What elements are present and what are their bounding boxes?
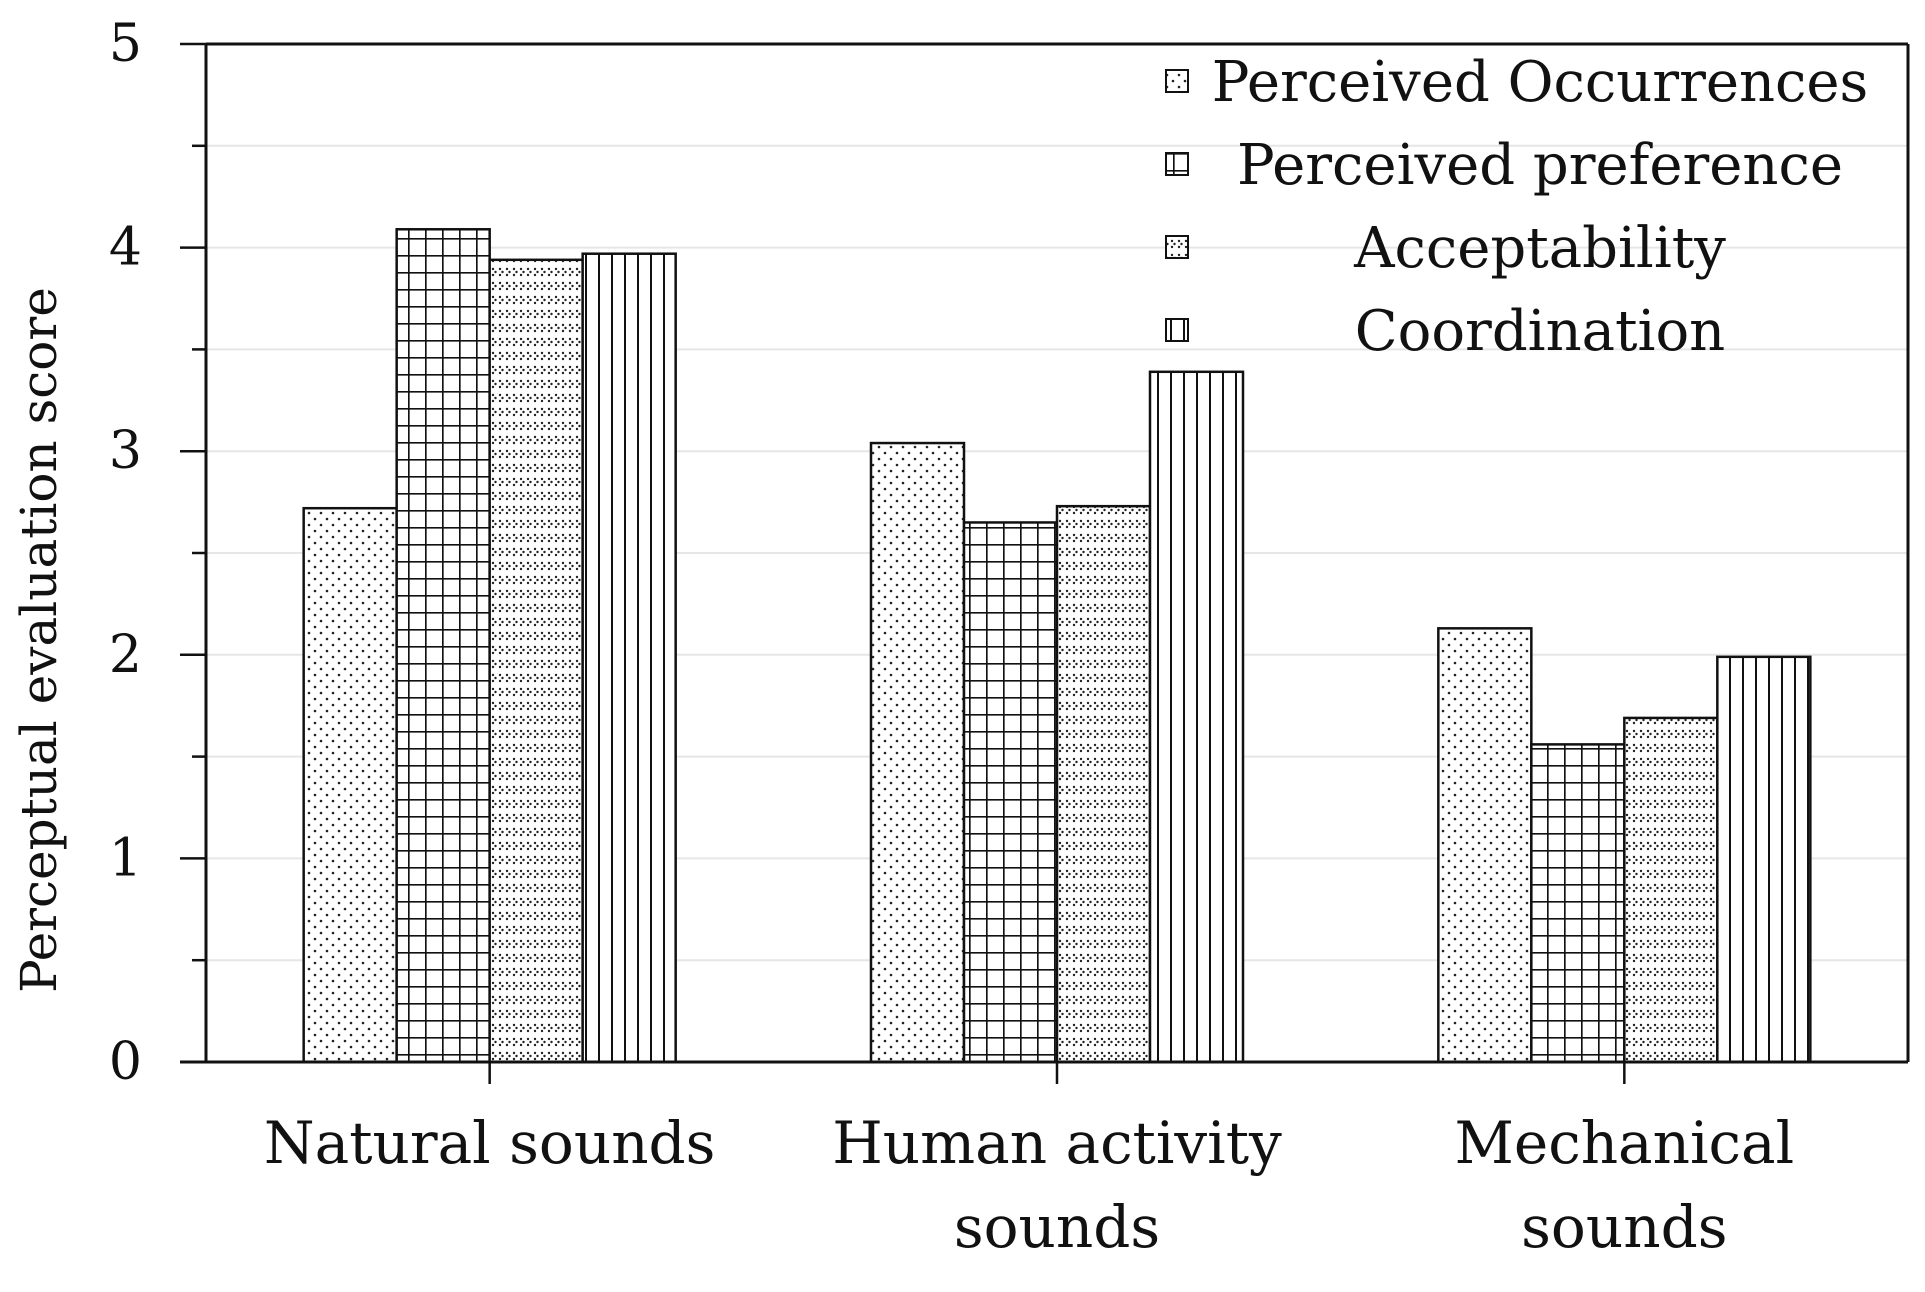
x-tick-label-line: Natural sounds xyxy=(264,1109,716,1177)
bar-chevron-dots-0 xyxy=(488,258,584,1064)
y-tick-label: 2 xyxy=(109,625,142,685)
bar-dots-2 xyxy=(1437,627,1533,1064)
x-tick-label-line: sounds xyxy=(1521,1193,1727,1261)
legend-label: Perceived preference xyxy=(1237,133,1843,198)
x-tick-label: Human activity sounds xyxy=(832,1109,1282,1261)
bar-grid-0 xyxy=(395,228,491,1064)
x-tick-label-line: Human activity xyxy=(832,1109,1282,1177)
legend-swatch-grid xyxy=(1165,152,1189,176)
bar-vertical-lines-2 xyxy=(1716,655,1812,1064)
y-axis-title: Perceptual evaluation score xyxy=(10,287,68,993)
bar-dots-0 xyxy=(302,506,398,1064)
y-tick-label: 1 xyxy=(109,828,142,888)
x-tick-label: Mechanical sounds xyxy=(1455,1109,1795,1261)
bar-chevron-dots-1 xyxy=(1055,504,1152,1064)
legend-label: Acceptability xyxy=(1353,216,1726,281)
legend-swatch-vertical-lines xyxy=(1165,318,1189,342)
x-tick-label-line: sounds xyxy=(954,1193,1160,1261)
bar-chevron-dots-2 xyxy=(1623,716,1719,1064)
x-tick-label-line: Mechanical xyxy=(1455,1109,1795,1177)
x-axis-ticks: Natural sounds Human activity soundsMechan… xyxy=(264,1062,1794,1261)
axes xyxy=(180,42,1910,1064)
bar-vertical-lines-1 xyxy=(1148,370,1245,1064)
y-tick-label: 3 xyxy=(109,421,142,481)
y-tick-label: 5 xyxy=(109,14,142,74)
bar-grid-1 xyxy=(962,521,1059,1064)
legend-swatch-chevron-dots xyxy=(1165,235,1189,259)
y-axis-ticks: 0 1 2 3 4 5 xyxy=(109,14,206,1092)
legend: Perceived Occurrences Perceived preferenc… xyxy=(1165,50,1869,364)
bar-vertical-lines-0 xyxy=(581,252,677,1064)
bar-dots-1 xyxy=(869,441,966,1064)
legend-label: Coordination xyxy=(1355,299,1725,364)
y-tick-label: 4 xyxy=(109,218,142,278)
y-tick-label: 0 xyxy=(109,1032,142,1092)
legend-swatch-dots xyxy=(1165,69,1189,93)
bar-grid-2 xyxy=(1530,743,1626,1064)
legend-label: Perceived Occurrences xyxy=(1212,50,1869,115)
x-tick-label: Natural sounds xyxy=(264,1109,716,1177)
